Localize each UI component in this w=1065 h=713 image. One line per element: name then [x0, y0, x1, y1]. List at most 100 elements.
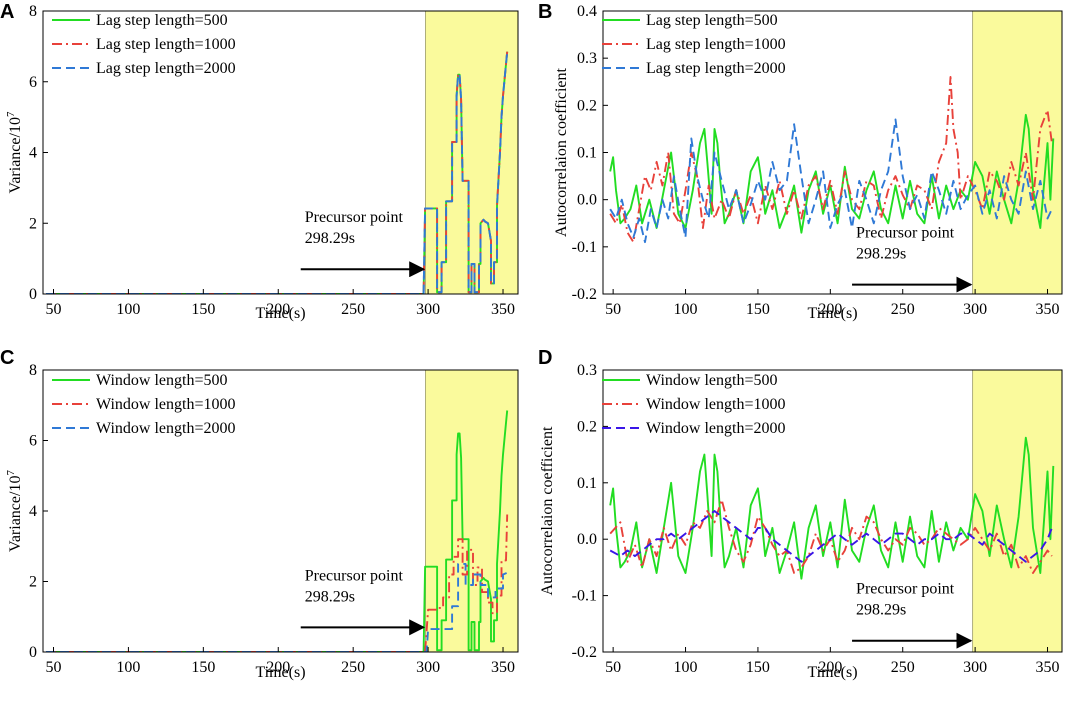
chart-a-y-tick-label: 2	[29, 215, 37, 232]
chart-d-x-tick-label: 200	[818, 659, 842, 676]
chart-a-y-axis-exponent: 7	[5, 111, 17, 117]
chart-d-y-tick-label: -0.1	[572, 588, 597, 605]
chart-c-legend-label-2: Window length=1000	[96, 396, 235, 413]
chart-c-series-3-line	[46, 562, 508, 652]
chart-d-annotation-line2: 298.29s	[856, 602, 906, 619]
chart-b-x-axis-title: Time(s)	[807, 305, 857, 322]
chart-c-x-tick-label: 50	[45, 659, 61, 676]
chart-b-series-3-line	[609, 118, 1053, 244]
chart-d-series-1-line	[609, 436, 1055, 580]
chart-a-legend-label-2: Lag step length=1000	[96, 36, 236, 53]
chart-c-precursor-region	[425, 369, 519, 653]
chart-a-y-tick-label: 8	[29, 3, 37, 20]
chart-a-y-axis-title: Variance/107	[5, 111, 24, 193]
chart-a-annotation-line2: 298.29s	[305, 230, 355, 247]
panel-b-letter: B	[538, 1, 552, 23]
chart-c-y-axis-title: Variance/107	[5, 470, 24, 552]
chart-d-x-tick-label: 300	[963, 659, 987, 676]
chart-b-y-tick-label: 0.0	[577, 192, 597, 209]
chart-d-annotation-line1: Precursor point	[856, 581, 955, 598]
chart-c-x-tick-label: 200	[266, 659, 290, 676]
chart-c-x-tick-label: 250	[341, 659, 365, 676]
chart-d-y-tick-label: 0.3	[577, 362, 597, 379]
chart-a-x-tick-label: 100	[116, 301, 140, 318]
chart-d-y-tick-label: -0.2	[572, 644, 597, 661]
panel-c: C 50 100 150 200 250 300 350 0 2 4 6 8 Time(s) Varian…	[0, 347, 519, 681]
panel-a-letter: A	[0, 1, 14, 23]
chart-b-y-tick-label: 0.4	[577, 3, 597, 20]
chart-c-annotation-line1: Precursor point	[305, 567, 404, 584]
chart-a-precursor-region	[425, 10, 519, 295]
chart-d-legend-label-2: Window length=1000	[646, 396, 785, 413]
chart-c-legend-label-3: Window length=2000	[96, 420, 235, 437]
chart-d-series-2-line	[609, 498, 1053, 574]
chart-d-y-tick-label: 0.0	[577, 531, 597, 548]
chart-d-y-tick-label: 0.1	[577, 475, 597, 492]
chart-a-x-tick-label: 300	[416, 301, 440, 318]
chart-d-plot-frame	[602, 369, 1063, 653]
chart-a-x-tick-label: 350	[491, 301, 515, 318]
chart-a-x-axis-title: Time(s)	[255, 305, 305, 322]
chart-a-y-tick-label: 4	[29, 145, 37, 162]
chart-b-annotation-line1: Precursor point	[856, 225, 955, 242]
chart-c-y-tick-label: 0	[29, 644, 37, 661]
chart-a-x-tick-label: 200	[266, 301, 290, 318]
panel-d-letter: D	[538, 347, 552, 369]
chart-a-y-tick-label: 6	[29, 74, 37, 91]
chart-b-x-tick-label: 50	[605, 301, 621, 318]
chart-d-x-tick-label: 100	[674, 659, 698, 676]
chart-c-x-tick-label: 150	[191, 659, 215, 676]
chart-c-x-tick-label: 300	[416, 659, 440, 676]
chart-d-legend-label-1: Window length=500	[646, 372, 777, 389]
chart-a-series-3-line	[46, 51, 509, 294]
chart-b-y-tick-label: 0.1	[577, 145, 597, 162]
chart-b-legend-label-3: Lag step length=2000	[646, 60, 786, 77]
chart-d-x-tick-label: 250	[891, 659, 915, 676]
chart-a-x-tick-label: 150	[191, 301, 215, 318]
chart-c-series-2-line	[46, 514, 509, 652]
chart-a-annotation-line1: Precursor point	[305, 209, 404, 226]
chart-c-annotation-line2: 298.29s	[305, 588, 355, 605]
chart-b-x-tick-label: 100	[674, 301, 698, 318]
chart-c-y-tick-label: 6	[29, 433, 37, 450]
chart-b-y-tick-label: -0.1	[572, 239, 597, 256]
chart-d-series-3-line	[609, 510, 1053, 563]
chart-c-legend-label-1: Window length=500	[96, 372, 227, 389]
chart-b-x-tick-label: 300	[963, 301, 987, 318]
chart-d-x-tick-label: 350	[1036, 659, 1060, 676]
chart-d-x-tick-label: 150	[746, 659, 770, 676]
chart-d-y-tick-label: 0.2	[577, 418, 597, 435]
chart-b-x-tick-label: 250	[891, 301, 915, 318]
chart-b-annotation-line2: 298.29s	[856, 246, 906, 263]
chart-c-y-tick-label: 8	[29, 362, 37, 379]
panel-a: A 50 100 150 200 250 300 350 0 2 4 6 8 Time(s) Varian…	[0, 1, 519, 322]
chart-b-legend-label-2: Lag step length=1000	[646, 36, 786, 53]
chart-c-y-tick-label: 2	[29, 574, 37, 591]
chart-b-x-tick-label: 200	[818, 301, 842, 318]
chart-b-y-tick-label: 0.2	[577, 97, 597, 114]
chart-c-y-axis-exponent: 7	[5, 470, 17, 476]
chart-b-y-tick-label: -0.2	[572, 286, 597, 303]
chart-b-y-axis-title: Autocorrelaion coefficient	[553, 67, 570, 237]
panel-d: D 50 100 150 200 250 300 350 -0.2 -0.1 0.0 0.1 0.2 0…	[538, 347, 1063, 681]
panel-b: B 50 100 150 200 250 300 350 -0.2 -0.1 0.0 0.1 0.2 0…	[538, 1, 1063, 322]
chart-b-x-tick-label: 350	[1036, 301, 1060, 318]
chart-d-precursor-region	[972, 369, 1063, 653]
chart-b-y-tick-label: 0.3	[577, 50, 597, 67]
chart-c-x-axis-title: Time(s)	[255, 664, 305, 681]
chart-a-y-tick-label: 0	[29, 286, 37, 303]
chart-b-x-tick-label: 150	[746, 301, 770, 318]
chart-a-x-tick-label: 250	[341, 301, 365, 318]
chart-d-legend-label-3: Window length=2000	[646, 420, 785, 437]
chart-b-legend-label-1: Lag step length=500	[646, 12, 778, 29]
panel-c-letter: C	[0, 347, 14, 369]
chart-d-x-axis-title: Time(s)	[807, 664, 857, 681]
chart-c-y-tick-label: 4	[29, 503, 37, 520]
chart-a-legend-label-1: Lag step length=500	[96, 12, 228, 29]
chart-c-x-tick-label: 350	[491, 659, 515, 676]
chart-d-x-tick-label: 50	[605, 659, 621, 676]
chart-c-series-1-line	[46, 410, 509, 652]
chart-d-y-axis-title: Autocorrelaion coefficient	[539, 426, 556, 596]
chart-a-x-tick-label: 50	[45, 301, 61, 318]
